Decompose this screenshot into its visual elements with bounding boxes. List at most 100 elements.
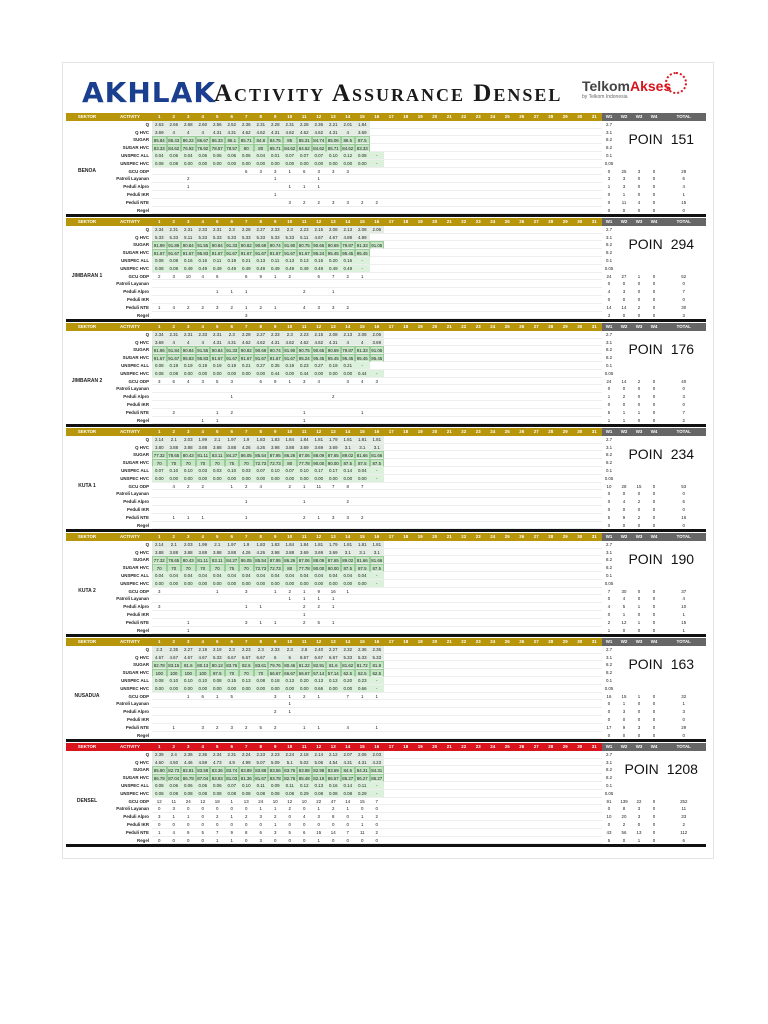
day-header: 24: [485, 533, 500, 541]
day-cell: 4.31: [224, 128, 239, 137]
day-cell: 80.43: [181, 451, 196, 460]
day-cell: [485, 669, 500, 677]
day-cell: 0.10: [268, 467, 283, 475]
day-cell: [297, 490, 312, 499]
day-cell: [181, 732, 196, 740]
day-cell: 2.27: [253, 330, 268, 339]
day-cell: [413, 627, 428, 635]
day-cell: 82.81: [181, 766, 196, 775]
day-header: 23: [471, 323, 486, 331]
day-cell: [224, 700, 239, 709]
day-cell: [471, 354, 486, 362]
day-header: 21: [442, 323, 457, 331]
day-cell: [369, 483, 384, 491]
day-cell: [529, 580, 544, 588]
day-cell: 0: [268, 837, 283, 845]
day-cell: [253, 207, 268, 215]
day-header: 30: [572, 743, 587, 751]
day-cell: 4: [311, 378, 326, 386]
day-header: 3: [181, 323, 196, 331]
day-cell: 0.11: [355, 782, 370, 790]
week-header: W2: [616, 323, 632, 331]
day-cell: [413, 144, 428, 152]
day-cell: [181, 409, 196, 417]
day-cell: 1: [239, 514, 254, 522]
day-cell: 1: [282, 168, 297, 176]
day-cell: 5.33: [195, 233, 210, 242]
day-header: 26: [514, 638, 529, 646]
activity-label: Peduli NTE: [125, 619, 149, 625]
day-cell: [369, 611, 384, 619]
day-cell: 1.81: [340, 435, 355, 444]
day-cell: [543, 385, 558, 394]
day-header: 31: [587, 428, 602, 436]
day-cell: [355, 207, 370, 215]
day-cell: 1: [282, 595, 297, 604]
day-cell: 0.00: [224, 474, 239, 483]
day-header: 6: [224, 638, 239, 646]
day-cell: [500, 790, 515, 798]
day-cell: 3: [152, 603, 167, 611]
day-cell: 0.01: [268, 152, 283, 160]
day-cell: [558, 241, 573, 250]
week-cell: 0: [622, 402, 626, 407]
day-cell: [572, 296, 587, 304]
day-cell: [572, 654, 587, 662]
day-cell: [485, 813, 500, 821]
activity-label: Patroli Layanan: [116, 176, 149, 182]
day-cell: 1.84: [282, 540, 297, 549]
day-cell: [384, 829, 399, 837]
day-cell: [558, 304, 573, 312]
day-cell: [543, 549, 558, 557]
day-header: 27: [529, 428, 544, 436]
day-cell: [369, 700, 384, 709]
day-cell: 0.10: [326, 152, 341, 160]
day-cell: [587, 837, 602, 845]
day-cell: 0.00: [239, 159, 254, 168]
activity-label: UNSPEC ALL: [121, 363, 149, 368]
day-cell: [413, 549, 428, 557]
day-cell: [311, 312, 326, 320]
day-cell: 0: [340, 813, 355, 821]
day-cell: 3: [297, 378, 312, 386]
day-cell: [268, 514, 283, 522]
day-cell: [282, 522, 297, 530]
day-cell: 0.07: [253, 467, 268, 475]
day-cell: [543, 207, 558, 215]
day-cell: [442, 378, 457, 386]
day-cell: [210, 627, 225, 635]
day-cell: [398, 790, 413, 798]
day-cell: [152, 385, 167, 394]
day-header: 27: [529, 533, 544, 541]
day-cell: [572, 588, 587, 596]
day-cell: [587, 265, 602, 273]
day-cell: [514, 459, 529, 467]
day-cell: [326, 207, 341, 215]
day-cell: [413, 152, 428, 160]
day-cell: [239, 522, 254, 530]
day-cell: [456, 837, 471, 845]
activity-label: SUGAR HVC: [122, 250, 149, 256]
day-cell: 1: [268, 805, 283, 814]
day-cell: [456, 595, 471, 604]
day-cell: 1.79: [326, 540, 341, 549]
total-cell: 7: [682, 409, 685, 415]
day-cell: [253, 280, 268, 289]
day-cell: [355, 280, 370, 289]
day-cell: [340, 603, 355, 611]
day-cell: [427, 572, 442, 580]
day-cell: -: [369, 159, 384, 168]
day-cell: [340, 611, 355, 619]
day-cell: [514, 312, 529, 320]
day-cell: [572, 409, 587, 417]
page-frame: [62, 62, 714, 859]
day-header: 17: [384, 533, 399, 541]
day-cell: [587, 588, 602, 596]
day-cell: [587, 782, 602, 790]
day-cell: [326, 693, 341, 701]
day-cell: 76.92: [195, 144, 210, 152]
day-cell: 87.65: [326, 451, 341, 460]
day-cell: [485, 766, 500, 775]
day-cell: [471, 611, 486, 619]
day-cell: [195, 588, 210, 596]
